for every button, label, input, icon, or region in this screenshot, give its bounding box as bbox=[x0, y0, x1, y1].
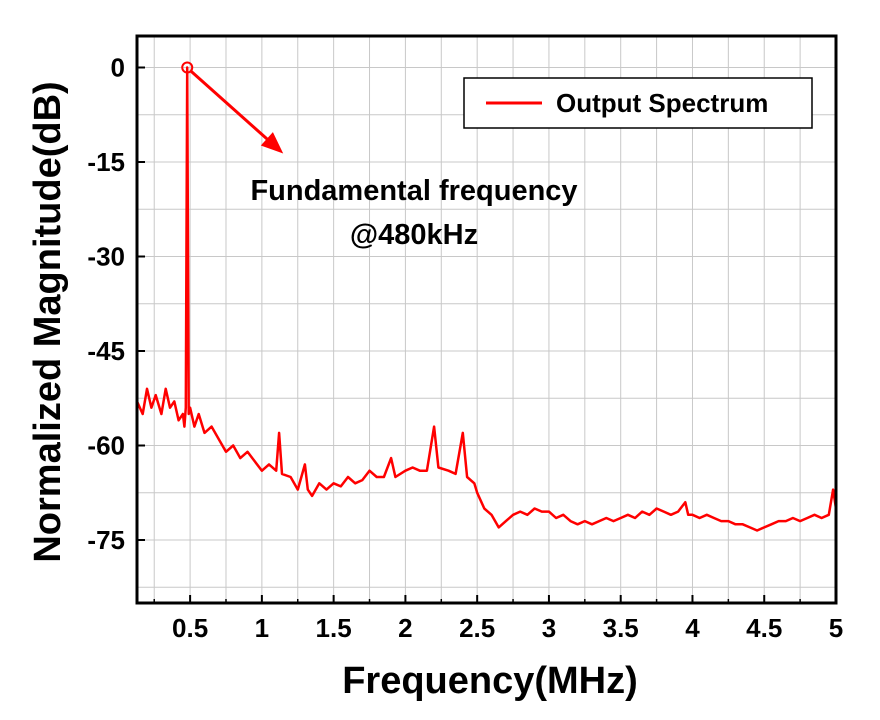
y-tick-label: -75 bbox=[87, 525, 125, 555]
y-tick-label: -30 bbox=[87, 242, 125, 272]
x-tick-label: 3.5 bbox=[603, 613, 639, 643]
x-tick-label: 2 bbox=[398, 613, 412, 643]
x-tick-label: 1 bbox=[255, 613, 269, 643]
y-tick-label: -15 bbox=[87, 147, 125, 177]
plot-frame bbox=[135, 34, 838, 605]
x-tick-label: 4.5 bbox=[746, 613, 782, 643]
annotation-arrow-line bbox=[189, 69, 275, 146]
annotation-fundamental-line-2: @480kHz bbox=[350, 219, 478, 251]
annotation-layer bbox=[181, 61, 284, 154]
y-tick-label: 0 bbox=[111, 53, 125, 83]
grid-lines bbox=[137, 36, 836, 603]
y-axis-label: Normalized Magnitude(dB) bbox=[27, 81, 69, 562]
x-tick-label: 4 bbox=[685, 613, 700, 643]
x-tick-label: 2.5 bbox=[459, 613, 495, 643]
y-tick-label: -60 bbox=[87, 431, 125, 461]
y-tick-label: -45 bbox=[87, 336, 125, 366]
legend: Output Spectrum bbox=[463, 77, 813, 129]
x-axis-label: Frequency(MHz) bbox=[342, 660, 638, 702]
x-tick-label: 0.5 bbox=[172, 613, 208, 643]
series-layer bbox=[135, 66, 838, 532]
legend-label-output-spectrum: Output Spectrum bbox=[556, 88, 768, 118]
x-tick-label: 5 bbox=[829, 613, 843, 643]
tick-layer: 0.5 1 1.5 2 2.5 3 3.5 4 4.5 5 0 -15 -30 -45 -60 -75 bbox=[87, 53, 843, 644]
x-tick-label: 3 bbox=[542, 613, 556, 643]
fundamental-marker bbox=[181, 61, 194, 74]
annotation-arrow-head bbox=[260, 132, 284, 154]
x-tick-label: 1.5 bbox=[316, 613, 352, 643]
annotation-fundamental-line-1: Fundamental frequency bbox=[250, 175, 577, 207]
series-line-output-spectrum bbox=[135, 66, 838, 532]
